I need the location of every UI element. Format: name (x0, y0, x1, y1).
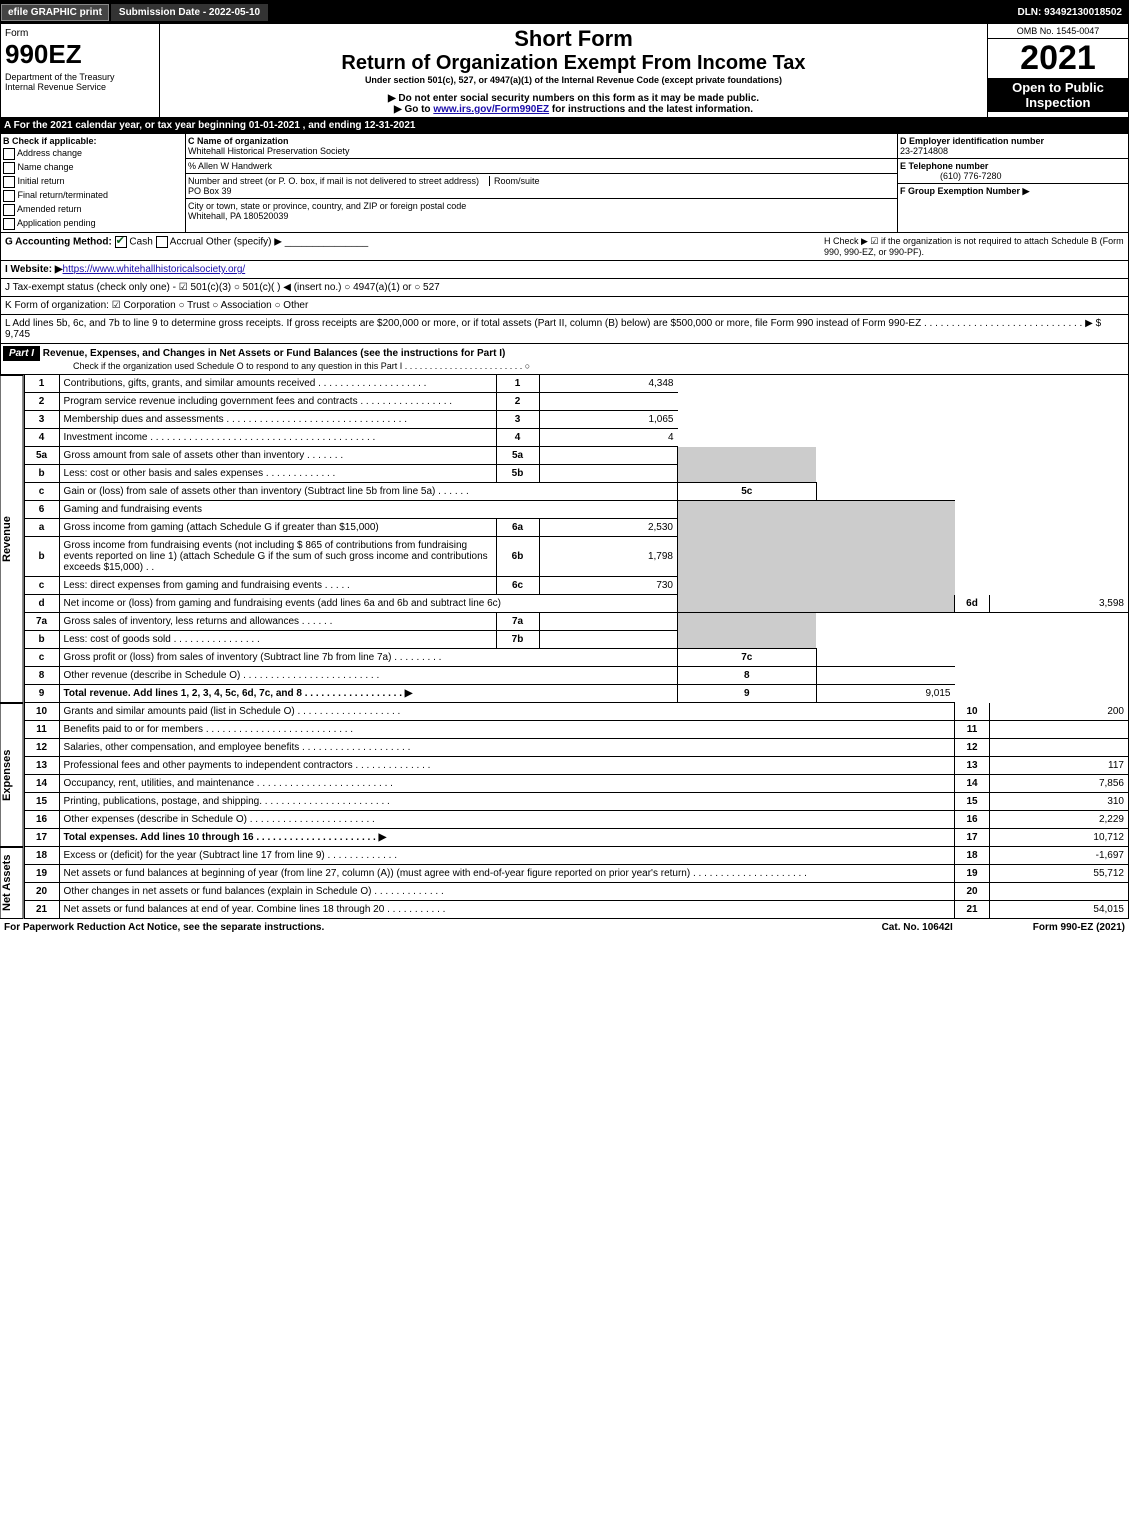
main-title: Return of Organization Exempt From Incom… (162, 52, 985, 75)
g-label: G Accounting Method: (5, 237, 112, 248)
city-label: City or town, state or province, country… (188, 201, 466, 211)
city: Whitehall, PA 180520039 (188, 211, 288, 221)
part1-title: Revenue, Expenses, and Changes in Net As… (43, 348, 506, 359)
name-change-check[interactable] (3, 162, 15, 174)
short-form-title: Short Form (162, 26, 985, 52)
k-row: K Form of organization: ☑ Corporation ○ … (0, 297, 1129, 315)
line-3: Membership dues and assessments . . . . … (59, 411, 496, 429)
part1-label: Part I (3, 346, 40, 361)
dln: DLN: 93492130018502 (1011, 7, 1128, 18)
street: PO Box 39 (188, 186, 232, 196)
amended-check[interactable] (3, 204, 15, 216)
line-4: Investment income . . . . . . . . . . . … (59, 429, 496, 447)
website-link[interactable]: https://www.whitehallhistoricalsociety.o… (63, 264, 246, 275)
open-to-public: Open to Public Inspection (988, 78, 1128, 112)
department: Department of the Treasury Internal Reve… (5, 72, 155, 92)
l-row: L Add lines 5b, 6c, and 7b to line 9 to … (0, 315, 1129, 344)
form-footer: Form 990-EZ (2021) (1033, 922, 1125, 933)
i-row: I Website: ▶https://www.whitehallhistori… (0, 261, 1129, 279)
addr-change-check[interactable] (3, 148, 15, 160)
ein: 23-2714808 (900, 146, 948, 156)
f-label: F Group Exemption Number ▶ (900, 186, 1029, 196)
submission-date: Submission Date - 2022-05-10 (111, 4, 268, 21)
expenses-tab: Expenses (0, 703, 24, 847)
ssn-warning: ▶ Do not enter social security numbers o… (162, 93, 985, 104)
street-label: Number and street (or P. O. box, if mail… (188, 176, 479, 186)
h-text: H Check ▶ ☑ if the organization is not r… (824, 236, 1124, 257)
room-label: Room/suite (489, 176, 540, 186)
final-return-check[interactable] (3, 190, 15, 202)
line-1-val: 4,348 (539, 375, 678, 393)
header: efile GRAPHIC print Submission Date - 20… (0, 0, 1129, 24)
d-label: D Employer identification number (900, 136, 1044, 146)
cash-check[interactable] (115, 236, 127, 248)
goto-link[interactable]: ▶ Go to www.irs.gov/Form990EZ for instru… (162, 104, 985, 115)
initial-return-check[interactable] (3, 176, 15, 188)
j-row: J Tax-exempt status (check only one) - ☑… (0, 279, 1129, 297)
paperwork-notice: For Paperwork Reduction Act Notice, see … (4, 922, 324, 933)
g-h-row: G Accounting Method: Cash Accrual Other … (0, 233, 1129, 261)
revenue-section: Revenue 1Contributions, gifts, grants, a… (0, 375, 1129, 703)
i-label: I Website: ▶ (5, 264, 63, 275)
line-2: Program service revenue including govern… (59, 393, 496, 411)
expenses-section: Expenses 10Grants and similar amounts pa… (0, 703, 1129, 847)
efile-button[interactable]: efile GRAPHIC print (1, 4, 109, 21)
tax-year: 2021 (988, 39, 1128, 78)
revenue-tab: Revenue (0, 375, 24, 703)
section-b-to-f: B Check if applicable: Address change Na… (0, 134, 1129, 233)
line-a: A For the 2021 calendar year, or tax yea… (0, 117, 1129, 134)
line-1: Contributions, gifts, grants, and simila… (59, 375, 496, 393)
net-assets-tab: Net Assets (0, 847, 24, 919)
app-pending-check[interactable] (3, 218, 15, 230)
org-name: Whitehall Historical Preservation Societ… (188, 146, 350, 156)
form-label: Form (5, 28, 155, 39)
part1-header: Part I Revenue, Expenses, and Changes in… (0, 344, 1129, 375)
accrual-check[interactable] (156, 236, 168, 248)
e-label: E Telephone number (900, 161, 988, 171)
subtitle: Under section 501(c), 527, or 4947(a)(1)… (162, 75, 985, 85)
omb-number: OMB No. 1545-0047 (988, 24, 1128, 39)
footer: For Paperwork Reduction Act Notice, see … (0, 919, 1129, 936)
phone: (610) 776-7280 (900, 171, 1002, 181)
part1-check: Check if the organization used Schedule … (3, 361, 530, 371)
form-header: Form 990EZ Department of the Treasury In… (0, 24, 1129, 117)
form-number: 990EZ (5, 39, 155, 70)
c-label: C Name of organization (188, 136, 289, 146)
net-assets-section: Net Assets 18Excess or (deficit) for the… (0, 847, 1129, 919)
cat-no: Cat. No. 10642I (882, 922, 953, 933)
care-of: % Allen W Handwerk (188, 161, 272, 171)
b-label: B Check if applicable: (3, 136, 97, 146)
